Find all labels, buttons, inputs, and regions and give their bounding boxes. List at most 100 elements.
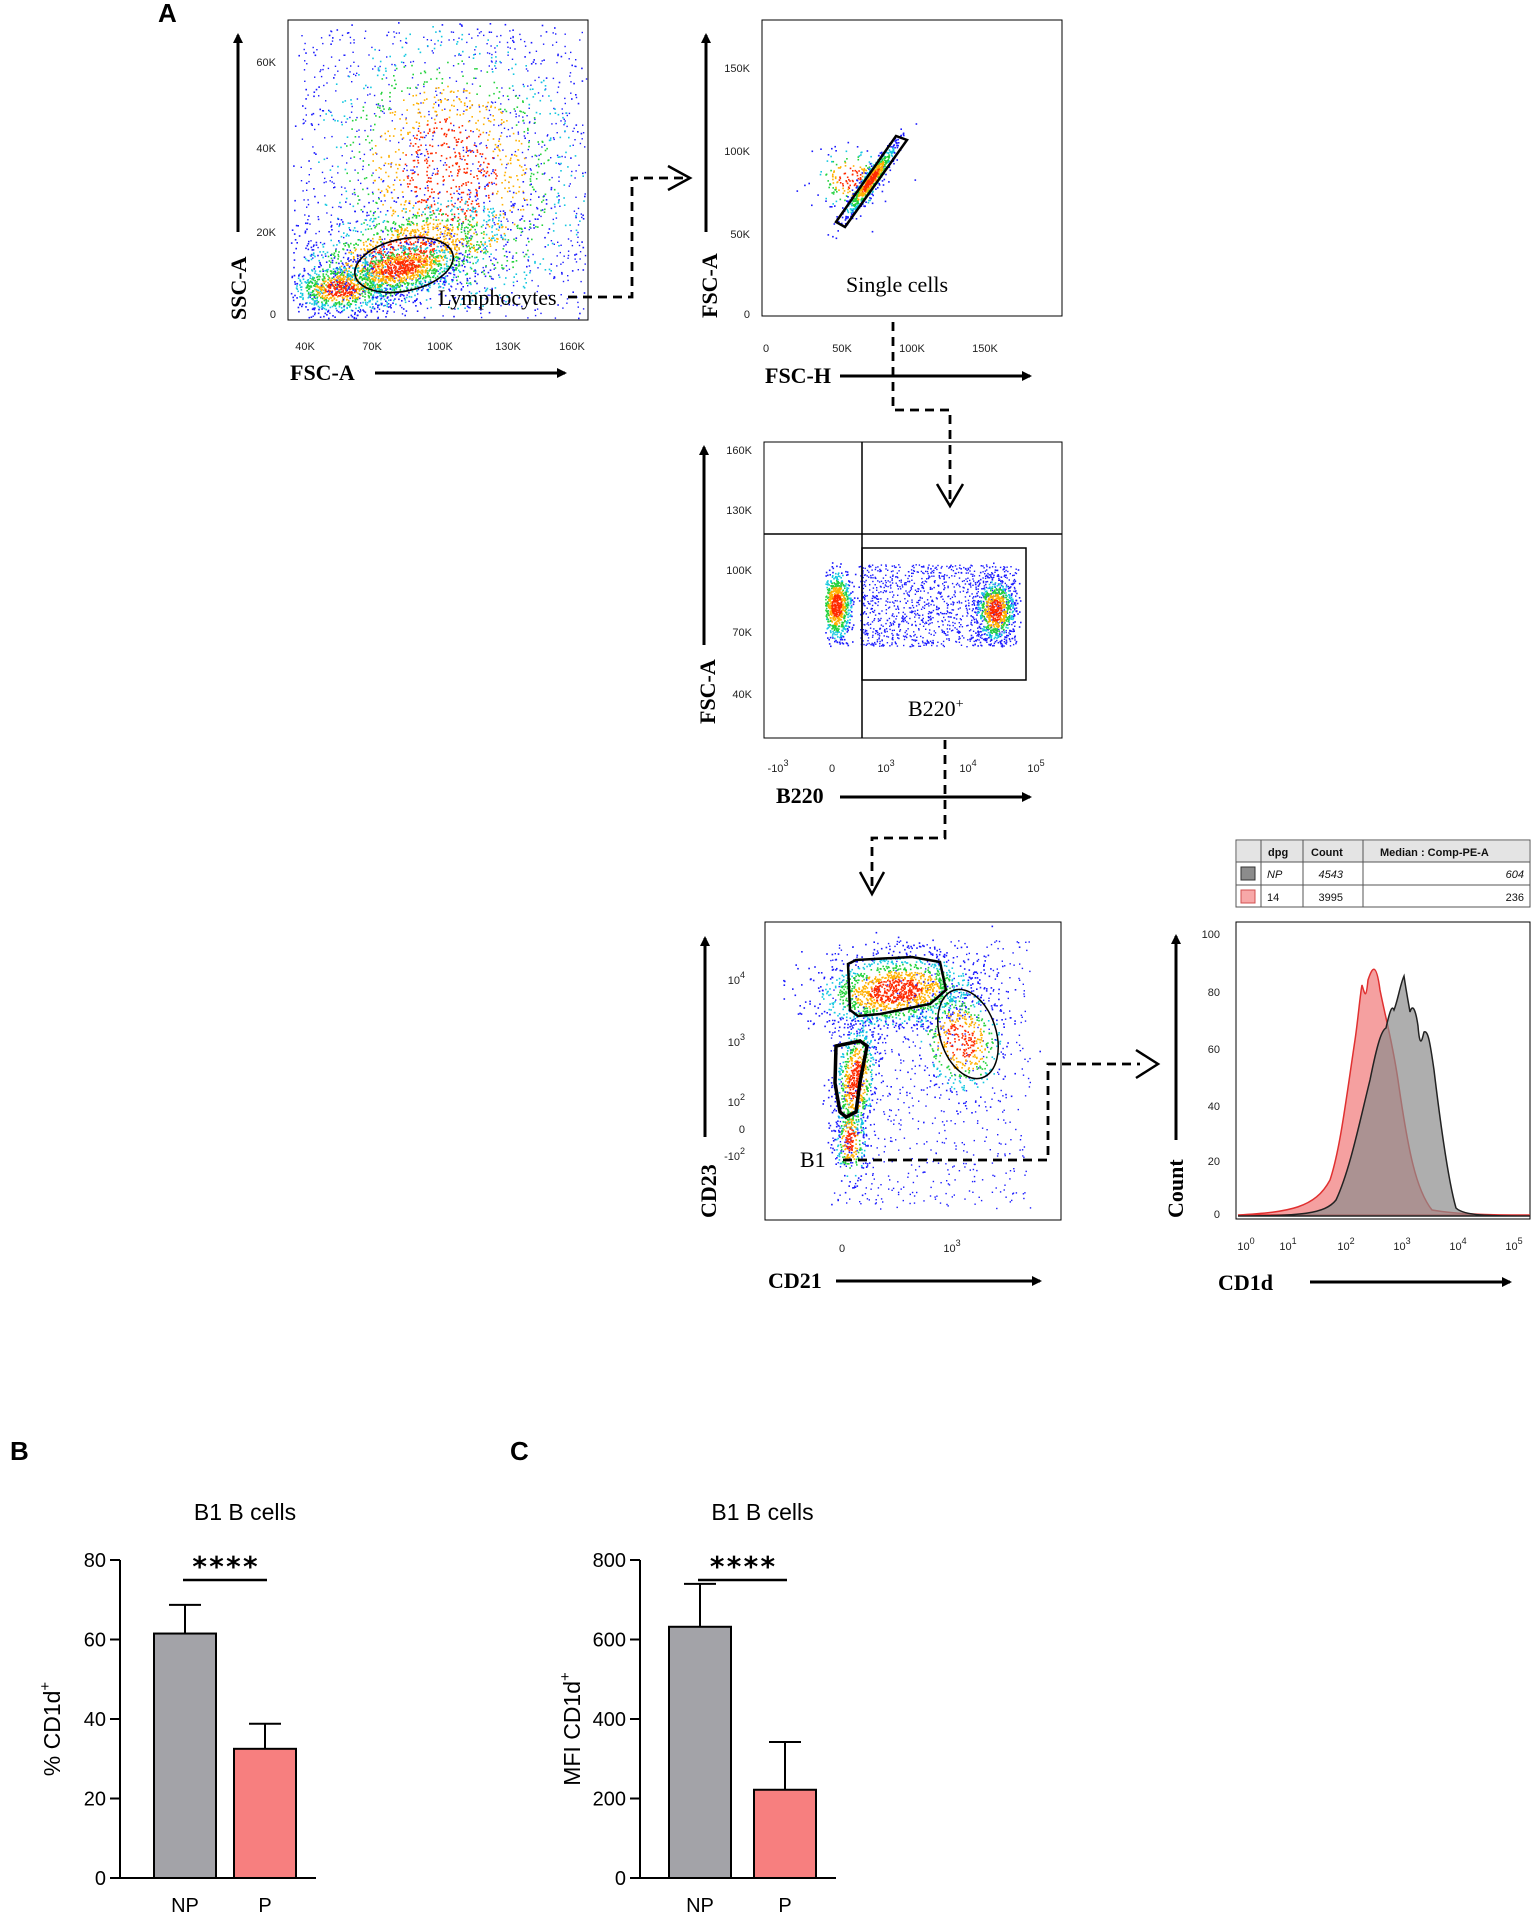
event-dot [461,253,464,256]
event-dot [402,274,404,276]
event-dot [529,226,531,228]
event-dot [307,272,309,275]
event-dot [457,169,459,171]
event-dot [512,73,515,75]
event-dot [338,303,341,306]
event-dot [553,138,555,141]
event-dot [479,245,481,248]
event-dot [429,152,432,155]
event-dot [458,54,460,56]
event-dot [479,52,481,55]
event-dot [349,278,352,280]
event-dot [450,255,452,257]
event-dot [505,315,507,317]
event-dot [343,267,345,269]
event-dot [350,157,352,159]
event-dot [381,257,383,259]
event-dot [498,226,501,229]
event-dot [360,209,363,211]
event-dot [311,291,314,294]
event-dot [513,204,515,207]
event-dot [305,182,308,184]
event-dot [402,271,405,273]
event-dot [303,199,305,201]
event-dot [500,220,502,223]
event-dot [420,249,422,252]
event-dot [346,118,349,120]
event-dot [471,225,473,228]
event-dot [463,229,466,231]
event-dot [425,221,428,224]
event-dot [386,270,388,273]
event-dot [568,112,571,115]
event-dot [467,241,469,243]
event-dot [483,34,485,37]
event-dot [417,162,420,164]
event-dot [362,106,365,108]
event-dot [384,227,387,230]
event-dot [317,312,320,315]
event-dot [457,227,459,230]
event-dot [423,83,425,85]
event-dot [559,156,561,158]
event-dot [399,285,401,288]
event-dot [383,305,385,307]
event-dot [435,77,438,80]
event-dot [405,269,408,271]
event-dot [401,285,403,287]
event-dot [581,31,583,34]
event-dot [424,136,426,139]
event-dot [488,181,491,184]
event-dot [387,269,389,271]
event-dot [555,162,557,164]
event-dot [469,220,471,223]
event-dot [457,216,460,219]
event-dot [478,247,480,249]
event-dot [440,231,442,233]
event-dot [312,249,315,251]
event-dot [412,272,414,274]
event-dot [398,164,401,166]
event-dot [330,214,333,216]
event-dot [475,122,477,124]
event-dot [304,281,306,283]
event-dot [471,37,473,39]
event-dot [366,187,369,190]
event-dot [339,271,342,274]
event-dot [402,216,404,219]
event-dot [455,239,457,241]
event-dot [414,230,417,233]
event-dot [442,183,445,186]
event-dot [376,251,379,254]
event-dot [529,88,532,91]
event-dot [409,183,411,185]
event-dot [397,275,400,278]
event-dot [554,27,556,29]
event-dot [574,258,576,260]
event-dot [383,281,386,283]
event-dot [376,310,378,313]
event-dot [485,144,487,147]
event-dot [493,124,495,126]
event-dot [498,217,500,219]
event-dot [346,162,348,164]
event-dot [374,123,376,126]
event-dot [431,272,433,274]
event-dot [441,219,444,222]
event-dot [385,269,387,271]
event-dot [382,249,384,252]
event-dot [352,293,354,296]
event-dot [456,244,458,246]
event-dot [414,258,416,261]
event-dot [552,32,554,34]
event-dot [357,292,359,295]
event-dot [353,191,356,194]
event-dot [436,256,438,259]
event-dot [567,166,569,168]
event-dot [389,239,391,241]
event-dot [571,170,573,173]
event-dot [564,97,566,100]
event-dot [478,182,480,185]
event-dot [402,260,404,263]
event-dot [476,292,478,294]
